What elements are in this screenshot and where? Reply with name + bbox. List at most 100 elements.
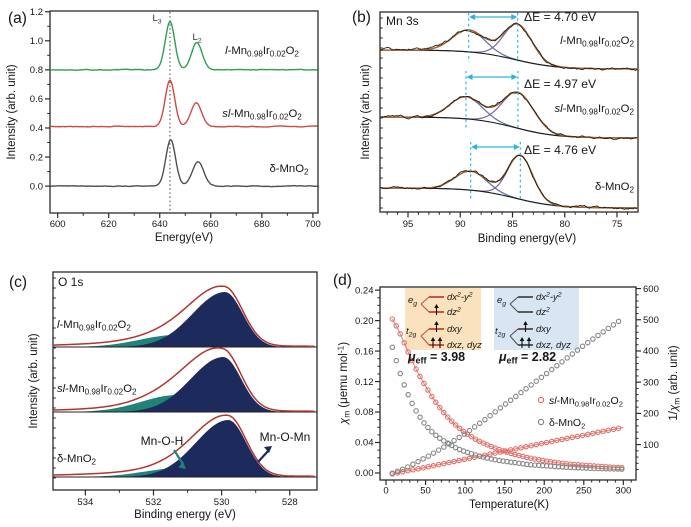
panel-a-ylabel: Intensity (arb. unit) (6, 64, 18, 159)
inv-chi-marker-sl-Mn0.98Ir0.02O2 (435, 461, 442, 468)
inv-chi-marker-δ-MnO2 (420, 456, 426, 462)
chi-marker-sl-Mn0.98Ir0.02O2 (405, 349, 411, 355)
legend-marker-sl (537, 396, 545, 404)
panel-c: 534 532 530 528 (c) O 1s Binding energy (eV… (9, 271, 318, 521)
chi-marker-δ-MnO2 (619, 466, 625, 472)
inv-chi-marker-sl-Mn0.98Ir0.02O2 (523, 444, 529, 450)
x-tick-label: 680 (254, 219, 270, 230)
y-right-tick-label: 500 (643, 315, 659, 326)
inv-chi-marker-sl-Mn0.98Ir0.02O2 (451, 458, 457, 465)
inv-chi-marker-sl-Mn0.98Ir0.02O2 (569, 434, 576, 441)
x-tick-label: 528 (282, 497, 298, 508)
electron-arrowhead (434, 304, 439, 308)
panel-a-series-label-sl: sl-Mn0.98Ir0.02O2 (222, 108, 302, 122)
chi-marker-sl-Mn0.98Ir0.02O2 (468, 433, 475, 440)
peak-label-L2: L2 (192, 32, 201, 45)
inv-chi-marker-δ-MnO2 (435, 447, 442, 453)
legend-marker-delta (537, 418, 545, 426)
chi-marker-sl-Mn0.98Ir0.02O2 (393, 323, 400, 329)
y-left-tick-label: 0.12 (355, 377, 374, 388)
inv-chi-marker-δ-MnO2 (394, 468, 401, 475)
inv-chi-marker-sl-Mn0.98Ir0.02O2 (405, 467, 411, 474)
chi-marker-sl-Mn0.98Ir0.02O2 (433, 399, 439, 406)
inv-chi-marker-sl-Mn0.98Ir0.02O2 (420, 465, 426, 471)
branch-line (509, 303, 519, 313)
x-tick-label: 0 (383, 486, 388, 497)
x-tick-label: 50 (420, 486, 431, 497)
inv-chi-marker-sl-Mn0.98Ir0.02O2 (615, 425, 622, 432)
y-tick-label: 0.4 (30, 123, 43, 134)
inv-chi-marker-sl-Mn0.98Ir0.02O2 (518, 445, 524, 451)
y-right-tick-label: 100 (643, 440, 659, 451)
spectrum-curve-sl-Mn0.98Ir0.02O2 (49, 79, 318, 128)
y-left-tick-label: 0.24 (355, 285, 374, 296)
inv-chi-marker-sl-Mn0.98Ir0.02O2 (507, 447, 514, 453)
electron-arrowhead (526, 337, 532, 341)
panel-a-axes: 600 620 640 660 680 700 0.0 0.2 0.4 0.6 0.8 1.0 1.2 (30, 7, 321, 230)
inv-chi-marker-sl-Mn0.98Ir0.02O2 (564, 435, 570, 442)
orbital-inset-box (405, 288, 481, 350)
electron-arrowhead (430, 337, 436, 341)
x-tick-label: 80 (559, 219, 570, 230)
chi-marker-δ-MnO2 (389, 344, 396, 351)
inv-chi-marker-δ-MnO2 (415, 458, 421, 465)
panel-label-b: (b) (352, 9, 371, 26)
panel-c-frame (52, 271, 318, 491)
mn-o-h-arrowhead (178, 461, 186, 469)
inv-chi-marker-δ-MnO2 (610, 322, 617, 328)
x-tick-label: 534 (77, 497, 93, 508)
chi-marker-δ-MnO2 (448, 442, 455, 449)
panel-b-title: Mn 3s (386, 14, 419, 28)
inv-chi-marker-sl-Mn0.98Ir0.02O2 (528, 442, 534, 449)
panel-d-xlabel: Temperature(K) (469, 499, 549, 511)
inv-chi-marker-δ-MnO2 (595, 332, 601, 339)
inv-chi-marker-δ-MnO2 (584, 339, 591, 346)
panel-c-title: O 1s (58, 275, 83, 289)
panel-d-axes: 0 50 100 150 200 250 300 0.00 0.04 0.08 0.12 0.16 0.… (355, 284, 659, 497)
panel-c-series-label-sl: sl-Mn0.98Ir0.02O2 (57, 383, 137, 397)
inv-chi-marker-δ-MnO2 (425, 453, 432, 459)
inv-chi-marker-δ-MnO2 (451, 437, 457, 444)
inv-chi-marker-sl-Mn0.98Ir0.02O2 (533, 441, 540, 448)
chi-marker-δ-MnO2 (441, 438, 447, 444)
chi-marker-sl-Mn0.98Ir0.02O2 (413, 366, 419, 372)
panel-d-ylabel-right: 1/χm (arb. unit) (668, 345, 682, 420)
delta-e-label-1: ΔE = 4.70 eV (524, 10, 597, 24)
chi-marker-sl-Mn0.98Ir0.02O2 (389, 316, 396, 322)
chi-marker-sl-Mn0.98Ir0.02O2 (448, 418, 455, 424)
orbital-label: dx2-y2 (536, 292, 562, 303)
legend-label-delta: δ-MnO2 (549, 417, 585, 431)
inv-chi-marker-δ-MnO2 (492, 409, 498, 415)
inv-chi-marker-δ-MnO2 (564, 355, 570, 361)
branch-line (420, 296, 430, 305)
x-tick-label: 640 (152, 219, 168, 230)
y-tick-label: 0.8 (30, 65, 43, 76)
inv-chi-marker-sl-Mn0.98Ir0.02O2 (574, 433, 581, 440)
panel-b-frame (379, 11, 639, 213)
chi-marker-δ-MnO2 (413, 408, 419, 414)
chi-marker-δ-MnO2 (397, 370, 404, 377)
inv-chi-marker-sl-Mn0.98Ir0.02O2 (425, 464, 432, 470)
eg-label: eg (497, 295, 506, 308)
x-tick-label: 620 (101, 219, 117, 230)
inv-chi-marker-δ-MnO2 (430, 450, 437, 456)
x-tick-label: 150 (497, 486, 513, 497)
spectrum-curve-δ-MnO2 (49, 138, 318, 188)
inv-chi-marker-δ-MnO2 (538, 374, 545, 381)
inv-chi-marker-δ-MnO2 (513, 393, 519, 400)
inv-chi-marker-δ-MnO2 (574, 347, 581, 353)
inv-chi-marker-sl-Mn0.98Ir0.02O2 (559, 436, 565, 443)
inv-chi-marker-sl-Mn0.98Ir0.02O2 (492, 450, 498, 456)
panel-c-series-label-delta: δ-MnO2 (57, 453, 97, 467)
x-tick-label: 530 (214, 497, 230, 508)
main-peak-fill-mn-o-mn (53, 292, 317, 347)
chi-marker-δ-MnO2 (433, 432, 439, 438)
branch-line (420, 303, 430, 313)
inv-chi-marker-sl-Mn0.98Ir0.02O2 (430, 462, 437, 469)
x-tick-label: 100 (457, 486, 473, 497)
inv-chi-marker-δ-MnO2 (605, 325, 612, 332)
arrowhead-right (511, 14, 518, 20)
chi-marker-sl-Mn0.98Ir0.02O2 (409, 357, 415, 364)
x-tick-label: 75 (612, 219, 623, 230)
